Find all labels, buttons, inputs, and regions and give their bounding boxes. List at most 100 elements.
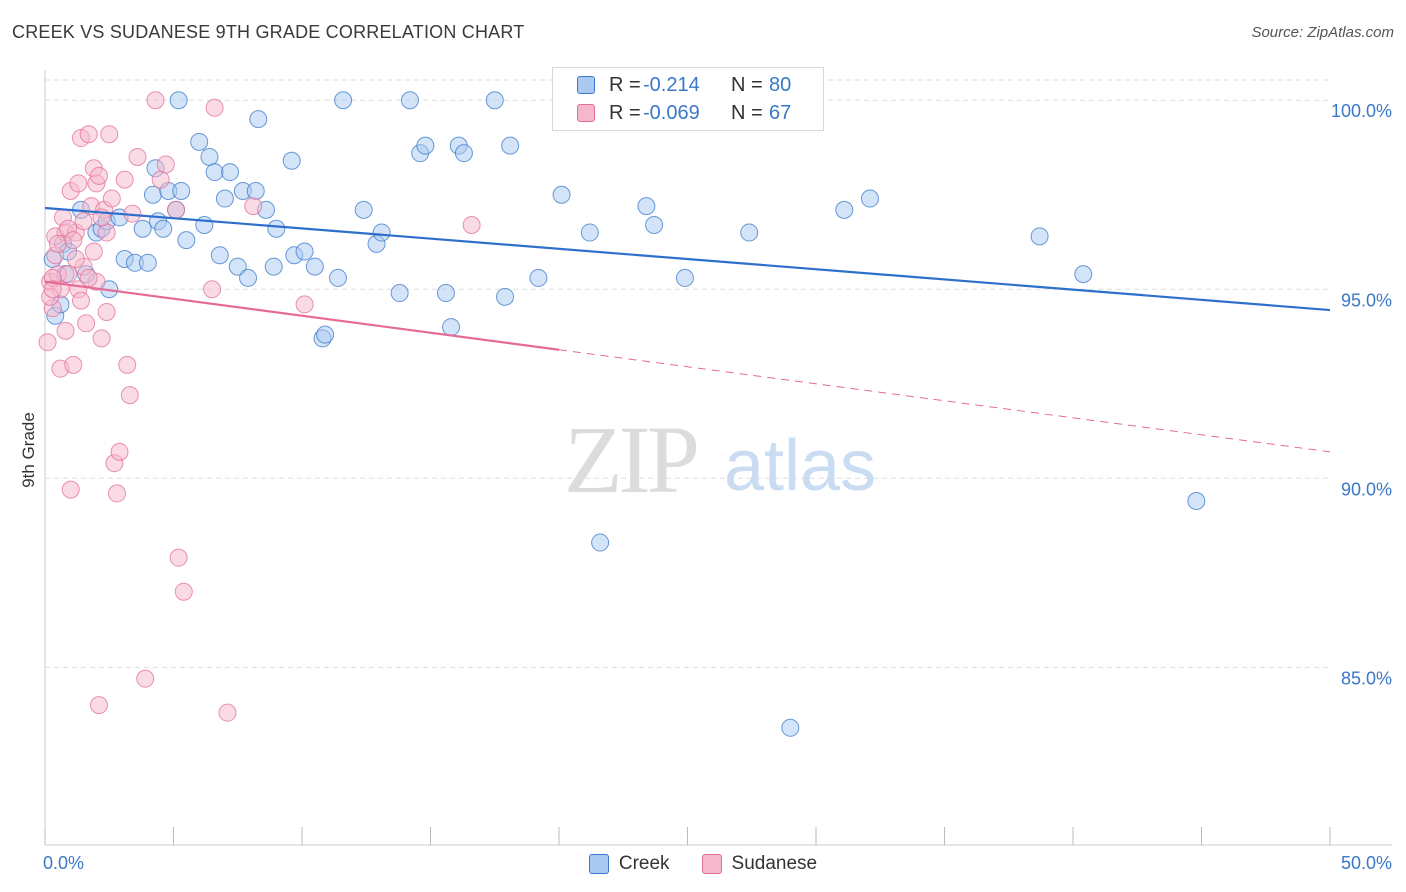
- sudanese-point: [118, 355, 137, 374]
- creek-point: [316, 325, 335, 344]
- sudanese-point: [462, 216, 481, 234]
- sudanese-point: [89, 696, 108, 715]
- sudanese-point: [66, 250, 85, 269]
- creek-point: [264, 257, 283, 276]
- creek-point: [781, 718, 800, 737]
- sudanese-point: [64, 355, 83, 374]
- sudanese-point: [77, 314, 96, 333]
- sudanese-point: [74, 212, 93, 231]
- trend-line-sudanese-extension: [558, 349, 1331, 453]
- creek-point: [354, 200, 373, 219]
- sudanese-point: [64, 231, 83, 250]
- sudanese-point: [79, 125, 98, 144]
- sudanese-point: [97, 223, 116, 242]
- sudanese-swatch: [701, 854, 722, 874]
- sudanese-point: [97, 302, 116, 321]
- creek-point: [143, 185, 162, 204]
- legend-item-sudanese: Sudanese: [701, 853, 817, 875]
- sudanese-point: [100, 125, 119, 144]
- sudanese-point: [61, 480, 80, 499]
- legend-row-sudanese: R = -0.069 N = 67: [577, 99, 791, 127]
- creek-point: [835, 200, 854, 219]
- creek-point: [485, 91, 504, 110]
- creek-point: [436, 284, 455, 303]
- watermark: ZIP atlas: [564, 406, 876, 513]
- sudanese-point: [102, 189, 121, 208]
- sudanese-point: [89, 166, 108, 185]
- creek-point: [529, 268, 548, 287]
- sudanese-point: [295, 295, 314, 314]
- y-tick-label: 100.0%: [1331, 101, 1392, 121]
- creek-point: [239, 268, 258, 287]
- creek-point: [591, 533, 610, 552]
- sudanese-point: [128, 147, 147, 166]
- trend-lines: [44, 206, 1331, 453]
- sudanese-point: [146, 91, 165, 110]
- creek-point: [400, 91, 419, 110]
- sudanese-point: [107, 484, 126, 503]
- creek-swatch: [577, 76, 595, 94]
- sudanese-point: [115, 170, 134, 189]
- sudanese-point: [218, 703, 237, 722]
- creek-point: [1030, 227, 1049, 246]
- sudanese-point: [56, 321, 75, 340]
- legend-item-creek: Creek: [588, 853, 670, 875]
- creek-point: [177, 231, 196, 250]
- sudanese-point: [136, 669, 155, 688]
- creek-point: [390, 284, 409, 303]
- creek-point: [637, 197, 656, 216]
- sudanese-point: [79, 268, 98, 287]
- n-value: 80: [769, 73, 792, 96]
- creek-point: [221, 163, 240, 182]
- sudanese-point: [167, 200, 186, 219]
- sudanese-point: [244, 197, 263, 216]
- sudanese-point: [203, 280, 222, 299]
- creek-point: [215, 189, 234, 208]
- sudanese-point: [156, 155, 175, 174]
- creek-point: [416, 136, 435, 155]
- n-value: 67: [769, 101, 792, 124]
- stats-legend: R = -0.214 N = 80 R = -0.069 N = 67: [552, 67, 824, 131]
- watermark-zip: ZIP: [564, 406, 697, 513]
- creek-point: [552, 185, 571, 204]
- sudanese-point: [169, 548, 188, 567]
- y-tick-label: 85.0%: [1341, 668, 1392, 688]
- creek-point: [205, 163, 224, 182]
- creek-point: [645, 216, 664, 234]
- sudanese-swatch: [577, 104, 595, 122]
- sudanese-point: [205, 98, 224, 117]
- creek-point: [190, 132, 209, 151]
- creek-point: [860, 189, 879, 208]
- creek-point: [210, 246, 229, 265]
- creek-point: [154, 219, 173, 238]
- creek-point: [249, 110, 268, 129]
- r-value: -0.069: [643, 101, 700, 124]
- r-value: -0.214: [643, 73, 700, 96]
- legend-label-creek: Creek: [618, 853, 670, 874]
- source-label: Source: ZipAtlas.com: [1251, 24, 1394, 41]
- creek-point: [267, 219, 286, 238]
- chart-title: CREEK VS SUDANESE 9TH GRADE CORRELATION …: [12, 22, 525, 42]
- y-tick-label: 90.0%: [1341, 479, 1392, 499]
- n-label: N =: [731, 73, 763, 96]
- sudanese-point: [92, 329, 111, 348]
- creek-point: [295, 242, 314, 261]
- x-tick-label: 0.0%: [43, 853, 84, 873]
- creek-point: [1187, 491, 1206, 510]
- creek-point: [305, 257, 324, 276]
- sudanese-point: [48, 234, 67, 253]
- sudanese-point: [120, 386, 139, 405]
- trend-line-sudanese: [44, 280, 560, 351]
- axis-labels: 100.0% 95.0% 90.0% 85.0% 0.0% 50.0%: [43, 101, 1392, 873]
- creek-point: [675, 268, 694, 287]
- sudanese-point: [59, 265, 78, 284]
- legend-row-creek: R = -0.214 N = 80: [577, 71, 791, 99]
- creek-point: [282, 151, 301, 170]
- sudanese-point: [69, 174, 88, 193]
- creek-point: [334, 91, 353, 110]
- creek-point: [228, 257, 247, 276]
- creek-swatch: [588, 854, 609, 874]
- creek-point: [1074, 265, 1093, 284]
- creek-point: [328, 268, 347, 287]
- creek-point: [195, 216, 214, 234]
